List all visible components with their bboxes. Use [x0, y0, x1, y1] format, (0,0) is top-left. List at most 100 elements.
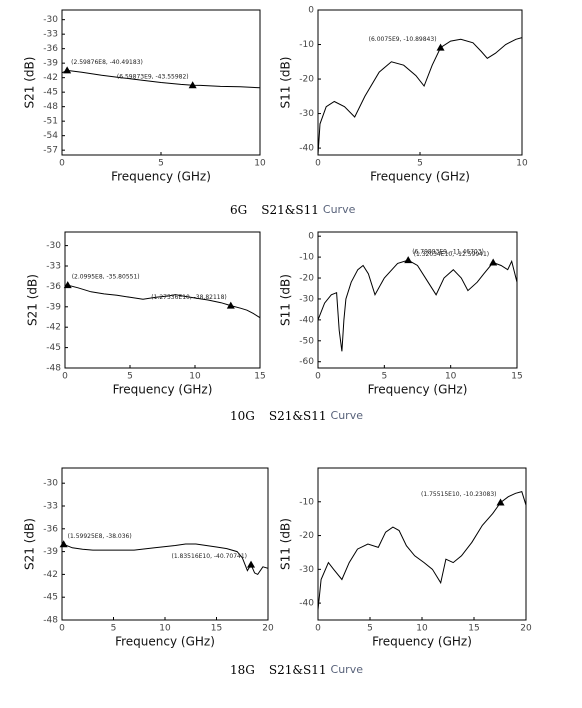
- x-axis-title: Frequency (GHz): [111, 170, 211, 184]
- y-tick-label: -45: [43, 593, 58, 603]
- y-tick-label: -42: [43, 73, 58, 83]
- marker: [489, 258, 498, 266]
- marker-label: (1.32034E10, -12.59941): [414, 251, 490, 258]
- y-axis-title: S21 (dB): [23, 518, 37, 570]
- y-tick-label: -39: [43, 547, 58, 557]
- marker-label: (2.0995E8, -35.80551): [72, 274, 140, 281]
- y-tick-label: -30: [43, 15, 58, 25]
- x-tick-label: 5: [381, 372, 387, 382]
- x-tick-label: 0: [315, 372, 321, 382]
- y-axis-title: S21 (dB): [26, 274, 40, 326]
- plot-frame: [64, 231, 261, 369]
- y-tick-label: -20: [299, 75, 314, 85]
- y-tick-label: -54: [43, 131, 58, 141]
- x-tick-label: 10: [159, 624, 171, 634]
- marker: [59, 540, 68, 548]
- y-tick-label: -30: [299, 109, 314, 119]
- marker-label: (6.59873E9, -43.55982): [117, 74, 189, 81]
- y-tick-label: -50: [299, 336, 314, 346]
- x-tick-label: 20: [520, 624, 532, 634]
- y-axis-title: S11 (dB): [279, 518, 293, 570]
- y-tick-label: -10: [299, 497, 314, 507]
- y-tick-label: -10: [299, 253, 314, 263]
- x-tick-label: 5: [417, 159, 423, 169]
- x-tick-label: 15: [254, 372, 265, 382]
- marker: [63, 66, 72, 74]
- x-tick-label: 10: [254, 159, 266, 169]
- curve: [317, 490, 527, 610]
- caption-part: Curve: [331, 409, 364, 422]
- caption-part: S21&S11: [269, 663, 327, 677]
- x-axis-title: Frequency (GHz): [368, 383, 468, 397]
- x-tick-label: 5: [158, 159, 164, 169]
- plot-frame: [61, 467, 269, 621]
- marker-label: (1.59925E8, -38.036): [68, 533, 132, 540]
- y-tick-label: 0: [308, 6, 314, 16]
- marker: [247, 560, 256, 568]
- marker-label: (1.75515E10, -10.23083): [421, 491, 497, 498]
- y-tick-label: -40: [299, 144, 314, 154]
- y-axis-title: S11 (dB): [279, 274, 293, 326]
- y-tick-label: 0: [308, 232, 314, 242]
- marker-label: (1.83516E10, -40.70741): [171, 553, 247, 560]
- y-tick-label: -45: [43, 88, 58, 98]
- y-tick-label: -33: [43, 30, 58, 40]
- caption: 18G S21&S11 Curve: [230, 663, 363, 677]
- y-tick-label: -45: [46, 343, 61, 353]
- y-tick-label: -57: [43, 146, 58, 156]
- y-tick-label: -10: [299, 40, 314, 50]
- curve: [64, 284, 261, 319]
- x-tick-label: 0: [62, 372, 68, 382]
- plot-frame: [317, 9, 523, 156]
- x-tick-label: 5: [127, 372, 133, 382]
- y-axis-title: S21 (dB): [23, 57, 37, 109]
- x-axis-title: Frequency (GHz): [113, 383, 213, 397]
- y-tick-label: -36: [43, 44, 58, 54]
- marker: [188, 81, 197, 89]
- caption-part: 10G: [230, 409, 255, 423]
- y-tick-label: -39: [43, 59, 58, 69]
- y-tick-label: -30: [299, 294, 314, 304]
- y-tick-label: -33: [46, 262, 61, 272]
- marker-label: (1.27536E10, -38.82118): [151, 294, 227, 301]
- y-tick-label: -33: [43, 502, 58, 512]
- plot-frame: [317, 231, 518, 369]
- y-tick-label: -42: [46, 323, 61, 333]
- x-tick-label: 10: [516, 159, 528, 169]
- x-tick-label: 20: [262, 624, 274, 634]
- y-tick-label: -40: [299, 315, 314, 325]
- y-tick-label: -48: [43, 102, 58, 112]
- curve: [317, 37, 523, 156]
- y-tick-label: -51: [43, 117, 58, 127]
- marker: [404, 256, 413, 264]
- marker: [226, 301, 235, 309]
- y-tick-label: -39: [46, 302, 61, 312]
- y-tick-label: -20: [299, 531, 314, 541]
- y-axis-title: S11 (dB): [279, 57, 293, 109]
- y-tick-label: -30: [46, 241, 61, 251]
- caption-part: S21&S11: [269, 409, 327, 423]
- curve: [61, 69, 261, 89]
- x-tick-label: 10: [189, 372, 201, 382]
- x-tick-label: 0: [315, 159, 321, 169]
- caption-part: 18G: [230, 663, 255, 677]
- x-tick-label: 0: [59, 159, 65, 169]
- x-axis-title: Frequency (GHz): [115, 635, 215, 649]
- x-tick-label: 5: [111, 624, 117, 634]
- x-tick-label: 10: [416, 624, 428, 634]
- y-tick-label: -20: [299, 274, 314, 284]
- y-tick-label: -30: [299, 565, 314, 575]
- marker: [496, 498, 505, 506]
- x-axis-title: Frequency (GHz): [370, 170, 470, 184]
- x-tick-label: 0: [315, 624, 321, 634]
- y-tick-label: -48: [43, 616, 58, 626]
- marker: [436, 43, 445, 51]
- y-tick-label: -36: [46, 282, 61, 292]
- x-tick-label: 15: [468, 624, 479, 634]
- y-tick-label: -36: [43, 524, 58, 534]
- caption-part: Curve: [331, 663, 364, 676]
- curve: [61, 543, 269, 576]
- y-tick-label: -30: [43, 479, 58, 489]
- x-tick-label: 0: [59, 624, 65, 634]
- marker: [63, 281, 72, 289]
